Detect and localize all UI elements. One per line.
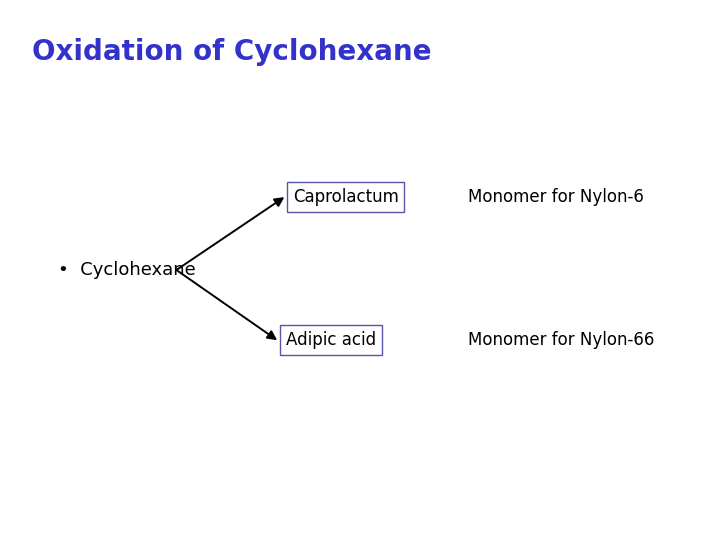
Text: Oxidation of Cyclohexane: Oxidation of Cyclohexane [32, 38, 432, 66]
Text: Monomer for Nylon-6: Monomer for Nylon-6 [468, 188, 644, 206]
Text: Monomer for Nylon-66: Monomer for Nylon-66 [468, 331, 654, 349]
Text: •  Cyclohexane: • Cyclohexane [58, 261, 195, 279]
Text: Adipic acid: Adipic acid [286, 331, 377, 349]
Text: Caprolactum: Caprolactum [292, 188, 399, 206]
